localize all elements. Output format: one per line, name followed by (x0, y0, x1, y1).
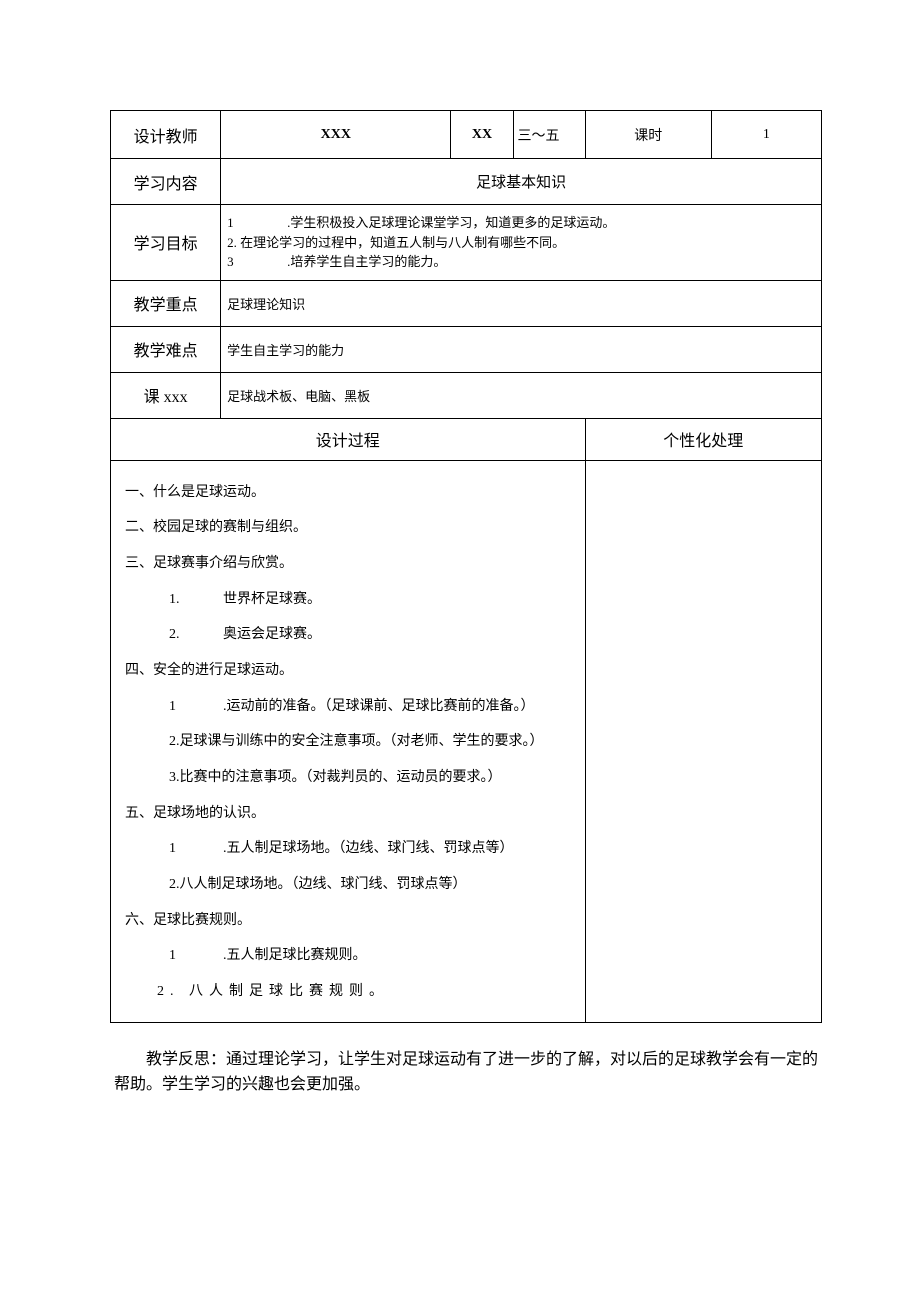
personalized-header: 个性化处理 (585, 418, 821, 460)
d-l3: 三、足球赛事介绍与欣赏。 (125, 546, 571, 582)
header-grades: 三～五 (513, 111, 585, 159)
d-l1: 一、什么是足球运动。 (125, 475, 571, 511)
difficulty-row: 教学难点 学生自主学习的能力 (111, 326, 822, 372)
header-xx: XX (451, 111, 513, 159)
d-l4: 四、安全的进行足球运动。 (125, 653, 571, 689)
d-l3-2: 2.奥运会足球赛。 (125, 617, 571, 653)
kexxx-value: 足球战术板、电脑、黑板 (221, 372, 822, 418)
keypoint-label: 教学重点 (111, 280, 221, 326)
kexxx-label: 课 xxx (111, 372, 221, 418)
designer-label: 设计教师 (111, 111, 221, 159)
keypoint-row: 教学重点 足球理论知识 (111, 280, 822, 326)
goal2: 2. 在理论学习的过程中，知道五人制与八人制有哪些不同。 (227, 233, 815, 253)
content-row: 学习内容 足球基本知识 (111, 159, 822, 205)
content-label: 学习内容 (111, 159, 221, 205)
design-process-header: 设计过程 (111, 418, 586, 460)
d-l5-1: 1.五人制足球场地。（边线、球门线、罚球点等） (125, 831, 571, 867)
d-l6-2: 2. 八人制足球比赛规则。 (125, 974, 571, 1010)
content-value: 足球基本知识 (221, 159, 822, 205)
d-l6: 六、足球比赛规则。 (125, 903, 571, 939)
d-l5: 五、足球场地的认识。 (125, 796, 571, 832)
kexxx-row: 课 xxx 足球战术板、电脑、黑板 (111, 372, 822, 418)
goals-label: 学习目标 (111, 205, 221, 281)
lesson-plan-table: 设计教师 XXX XX 三～五 课时 1 学习内容 足球基本知识 学习目标 1.… (110, 110, 822, 1023)
goal3-num: 3 (227, 252, 247, 272)
goal1-text: .学生积极投入足球理论课堂学习，知道更多的足球运动。 (287, 213, 615, 233)
keypoint-value: 足球理论知识 (221, 280, 822, 326)
section-header-row: 设计过程 个性化处理 (111, 418, 822, 460)
goal3-text: .培养学生自主学习的能力。 (287, 252, 446, 272)
d-l6-1: 1.五人制足球比赛规则。 (125, 938, 571, 974)
d-l4-3: 3.比赛中的注意事项。（对裁判员的、运动员的要求。） (125, 760, 571, 796)
goals-row: 学习目标 1 .学生积极投入足球理论课堂学习，知道更多的足球运动。 2. 在理论学… (111, 205, 822, 281)
goal1-num: 1 (227, 213, 247, 233)
d-l4-1: 1.运动前的准备。（足球课前、足球比赛前的准备。） (125, 689, 571, 725)
period-value: 1 (711, 111, 821, 159)
d-l4-2: 2.足球课与训练中的安全注意事项。（对老师、学生的要求。） (125, 724, 571, 760)
header-row: 设计教师 XXX XX 三～五 课时 1 (111, 111, 822, 159)
design-content: 一、什么是足球运动。 二、校园足球的赛制与组织。 三、足球赛事介绍与欣赏。 1.… (111, 460, 586, 1022)
design-body-row: 一、什么是足球运动。 二、校园足球的赛制与组织。 三、足球赛事介绍与欣赏。 1.… (111, 460, 822, 1022)
d-l2: 二、校园足球的赛制与组织。 (125, 510, 571, 546)
designer-value: XXX (221, 111, 451, 159)
difficulty-value: 学生自主学习的能力 (221, 326, 822, 372)
d-l3-1: 1.世界杯足球赛。 (125, 582, 571, 618)
d-l5-2: 2.八人制足球场地。（边线、球门线、罚球点等） (125, 867, 571, 903)
goals-value: 1 .学生积极投入足球理论课堂学习，知道更多的足球运动。 2. 在理论学习的过程中… (221, 205, 822, 281)
reflection-text: 教学反思：通过理论学习，让学生对足球运动有了进一步的了解，对以后的足球教学会有一… (110, 1047, 822, 1098)
difficulty-label: 教学难点 (111, 326, 221, 372)
personalized-content (585, 460, 821, 1022)
period-label: 课时 (585, 111, 711, 159)
